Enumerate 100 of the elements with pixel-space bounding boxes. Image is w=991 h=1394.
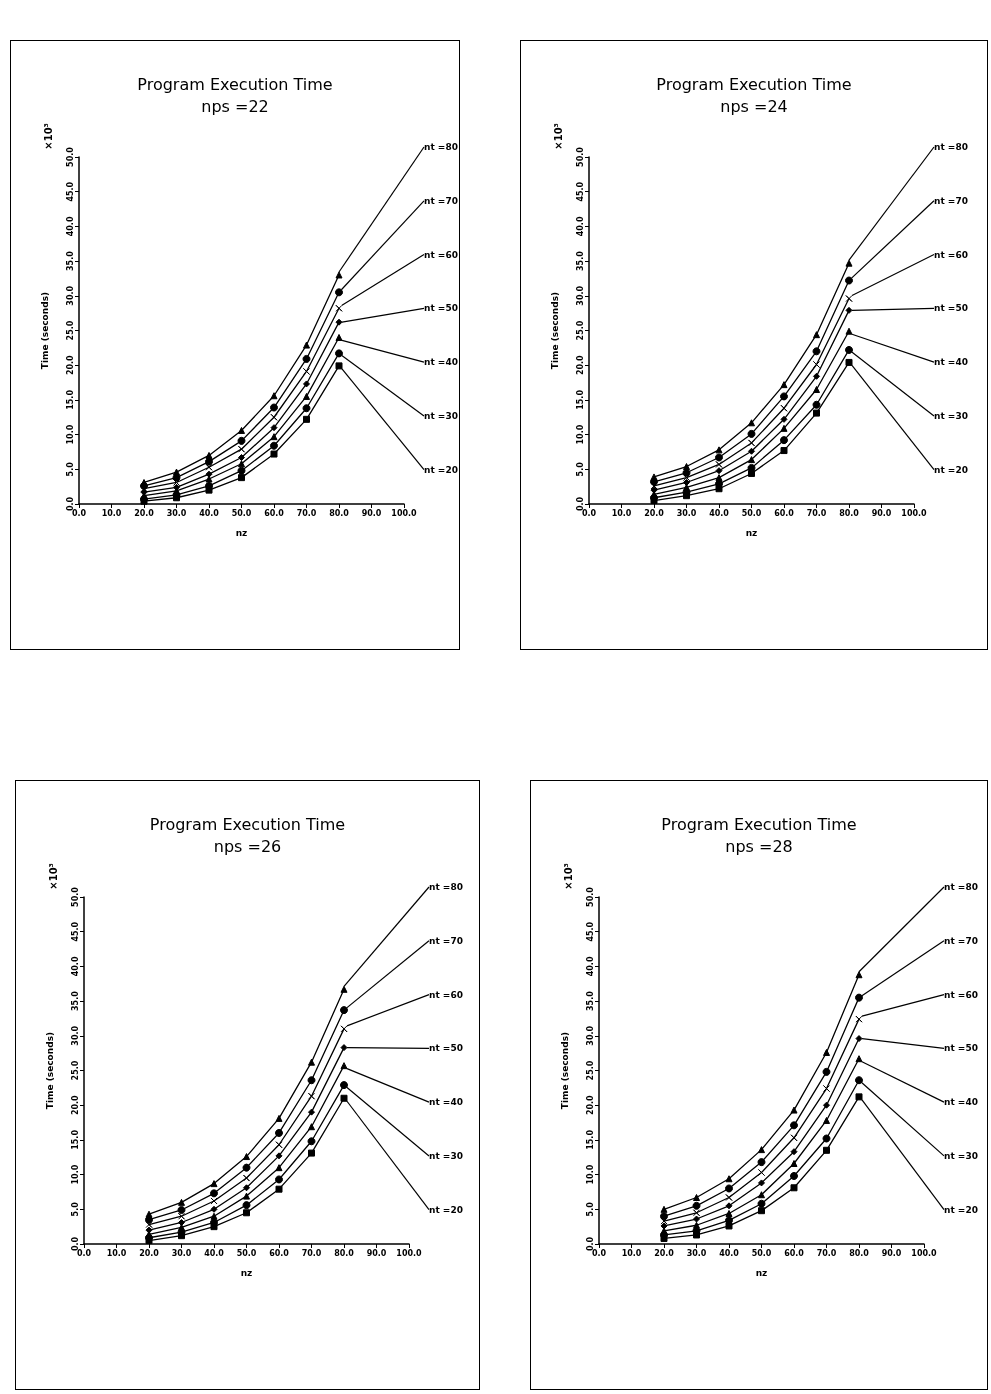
x-tick-label: 30.0: [166, 508, 187, 518]
y-tick-label: 25.0: [575, 320, 585, 341]
chart-subtitle: nps =26: [213, 836, 282, 856]
text: nt =70: [934, 195, 968, 206]
y-tick-label: 40.0: [65, 216, 75, 237]
y-tick-label: 40.0: [575, 216, 585, 237]
x-axis-title: nz: [235, 527, 248, 538]
x-tick-label: 70.0: [296, 508, 317, 518]
x-tick-label: 20.0: [134, 508, 155, 518]
text: nt =40: [934, 357, 968, 368]
x-tick-label: 80.0: [329, 508, 350, 518]
x-tick-label: 10.0: [101, 508, 122, 518]
text: nt =80: [944, 882, 978, 892]
text: nt =40: [429, 1097, 463, 1108]
text: nt =30: [429, 1150, 463, 1161]
x-tick-label: 70.0: [806, 508, 827, 518]
y-axis-title: Time (seconds): [549, 291, 560, 370]
y-tick-label: 5.0: [65, 461, 75, 477]
y-tick-label: 15.0: [585, 1129, 595, 1150]
y-axis-title: Time (seconds): [39, 291, 50, 370]
y-axis-title: Time (seconds): [559, 1031, 570, 1110]
x-tick-label: 60.0: [264, 508, 285, 518]
y-tick-label: 30.0: [575, 285, 585, 306]
y-tick-label: 10.0: [70, 1164, 80, 1185]
text: nt =70: [424, 195, 458, 206]
x-axis-title: nz: [240, 1267, 253, 1278]
y-tick-label: 15.0: [65, 389, 75, 410]
y-tick-label: 25.0: [70, 1060, 80, 1081]
y-tick-label: 50.0: [70, 886, 80, 907]
y-tick-label: 45.0: [65, 181, 75, 202]
y-tick-label: 35.0: [575, 250, 585, 271]
text: nt =70: [944, 935, 978, 946]
text: nt =50: [424, 303, 458, 314]
x-tick-label: 40.0: [719, 1248, 740, 1258]
text: ×10³: [562, 862, 574, 890]
y-tick-label: 50.0: [65, 146, 75, 167]
x-tick-label: 30.0: [171, 1248, 192, 1258]
y-tick-label: 25.0: [65, 320, 75, 341]
y-tick-label: 50.0: [585, 886, 595, 907]
text: nt =60: [944, 989, 978, 1000]
x-tick-label: 20.0: [654, 1248, 675, 1258]
text: ×10³: [42, 122, 54, 150]
y-tick-label: 5.0: [70, 1201, 80, 1217]
x-tick-label: 20.0: [644, 508, 665, 518]
chart-title: Program Execution Time: [656, 74, 852, 94]
y-tick-label: 20.0: [65, 354, 75, 376]
x-tick-label: 70.0: [816, 1248, 837, 1258]
x-tick-label: 30.0: [686, 1248, 707, 1258]
y-tick-label: 35.0: [585, 990, 595, 1011]
y-tick-label: 10.0: [585, 1164, 595, 1185]
chart-subtitle: nps =24: [720, 96, 788, 116]
x-tick-label: 10.0: [106, 1248, 127, 1258]
y-tick-label: 35.0: [70, 990, 80, 1011]
y-tick-label: 35.0: [65, 250, 75, 271]
chart-title: Program Execution Time: [661, 814, 857, 834]
text: nt =30: [934, 410, 968, 421]
x-tick-label: 60.0: [269, 1248, 290, 1258]
text: nt =60: [424, 249, 458, 260]
y-tick-label: 15.0: [70, 1129, 80, 1150]
x-tick-label: 50.0: [236, 1248, 257, 1258]
x-tick-label: 50.0: [741, 508, 762, 518]
x-tick-label: 80.0: [334, 1248, 355, 1258]
x-axis-title: nz: [755, 1267, 768, 1278]
y-tick-label: 45.0: [585, 921, 595, 942]
y-tick-label: 30.0: [65, 285, 75, 306]
x-tick-label: 100.0: [901, 508, 928, 518]
x-tick-label: 50.0: [751, 1248, 772, 1258]
x-tick-label: 40.0: [204, 1248, 225, 1258]
x-tick-label: 60.0: [784, 1248, 805, 1258]
text: nt =50: [944, 1043, 978, 1054]
text: nt =40: [424, 357, 458, 368]
y-tick-label: 40.0: [585, 956, 595, 977]
y-tick-label: 10.0: [65, 424, 75, 445]
text: nt =80: [934, 142, 968, 152]
text: nt =70: [429, 935, 463, 946]
y-tick-label: 10.0: [575, 424, 585, 445]
x-tick-label: 10.0: [611, 508, 632, 518]
text: nt =50: [934, 303, 968, 314]
text: nt =20: [424, 464, 458, 475]
x-tick-label: 90.0: [881, 1248, 902, 1258]
text: ×10³: [552, 122, 564, 150]
x-tick-label: 70.0: [301, 1248, 322, 1258]
y-tick-label: 45.0: [575, 181, 585, 202]
x-tick-label: 100.0: [396, 1248, 423, 1258]
x-tick-label: 90.0: [361, 508, 382, 518]
text: nt =60: [934, 249, 968, 260]
x-tick-label: 80.0: [849, 1248, 870, 1258]
y-tick-label: 20.0: [575, 354, 585, 376]
y-tick-label: 30.0: [585, 1025, 595, 1046]
text: nt =20: [944, 1204, 978, 1215]
x-tick-label: 60.0: [774, 508, 795, 518]
chart-title: Program Execution Time: [137, 74, 333, 94]
x-tick-label: 100.0: [391, 508, 418, 518]
text: nt =30: [944, 1150, 978, 1161]
x-tick-label: 20.0: [139, 1248, 160, 1258]
text: nt =30: [424, 410, 458, 421]
y-tick-label: 5.0: [575, 461, 585, 477]
x-tick-label: 40.0: [709, 508, 730, 518]
x-tick-label: 30.0: [676, 508, 697, 518]
text: nt =80: [429, 882, 463, 892]
